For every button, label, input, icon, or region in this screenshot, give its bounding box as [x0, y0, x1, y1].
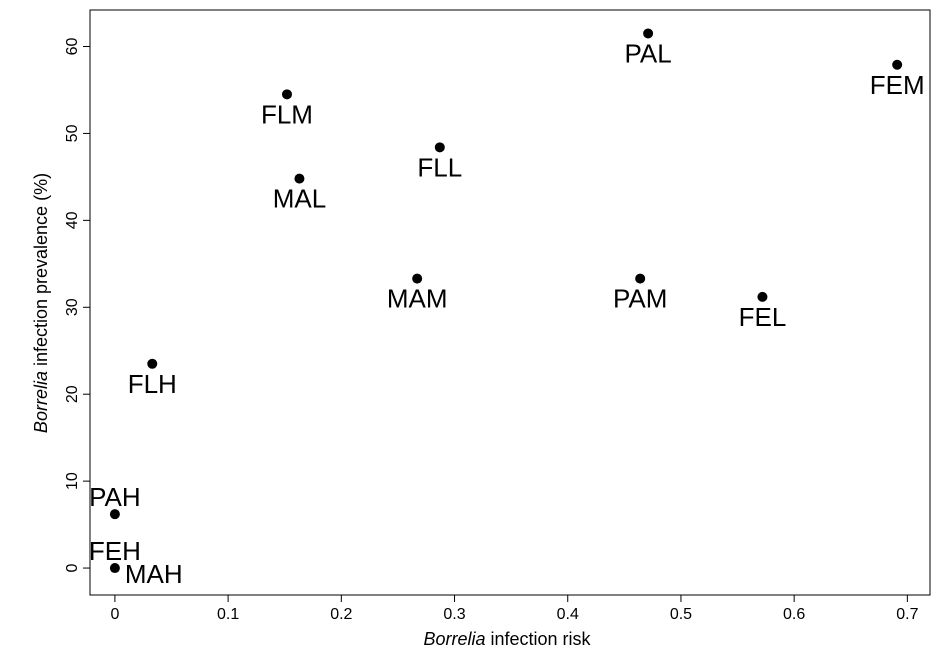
y-axis-title-rest: infection prevalence (%) [31, 173, 51, 371]
y-tick-label: 40 [64, 211, 81, 229]
x-tick-label: 0.2 [330, 606, 352, 623]
x-tick-label: 0.7 [896, 606, 918, 623]
data-point [147, 358, 158, 369]
y-tick-label: 30 [64, 298, 81, 316]
point-label: PAH [89, 482, 141, 512]
data-point [109, 563, 120, 574]
point-label: PAM [613, 284, 667, 314]
point-label: FLH [128, 369, 177, 399]
data-point [643, 28, 654, 39]
data-points [109, 28, 903, 574]
data-point [635, 273, 646, 284]
y-axis-title-italic: Borrelia [31, 371, 51, 433]
point-label: FEH [89, 536, 141, 566]
data-point [757, 291, 768, 302]
point-label: MAH [125, 559, 183, 589]
x-tick-label: 0.3 [443, 606, 465, 623]
y-tick-label: 60 [64, 38, 81, 56]
x-tick-label: 0.4 [557, 606, 579, 623]
x-axis-title-italic: Borrelia [423, 629, 485, 649]
point-label: PAL [625, 38, 672, 68]
data-point [892, 59, 903, 70]
data-point [412, 273, 423, 284]
point-label: MAL [273, 184, 326, 214]
data-point [434, 142, 445, 153]
point-label: FEM [870, 70, 925, 100]
x-tick-label: 0.6 [783, 606, 805, 623]
y-axis: 0 10 20 30 40 50 60 [64, 38, 90, 573]
y-tick-label: 0 [64, 564, 81, 573]
y-axis-title: Borrelia infection prevalence (%) [31, 173, 51, 433]
data-point [109, 509, 120, 520]
x-axis: 0 0.1 0.2 0.3 0.4 0.5 0.6 0.7 [110, 595, 919, 623]
x-tick-label: 0.5 [670, 606, 692, 623]
point-label: FLL [417, 152, 462, 182]
point-label: MAM [387, 284, 448, 314]
y-tick-label: 10 [64, 472, 81, 490]
y-tick-label: 50 [64, 124, 81, 142]
point-label: FLM [261, 99, 313, 129]
x-axis-title: Borrelia infection risk [423, 629, 591, 649]
x-axis-title-rest: infection risk [485, 629, 591, 649]
data-point [294, 173, 305, 184]
y-tick-label: 20 [64, 385, 81, 403]
data-point [281, 89, 292, 100]
x-tick-label: 0 [110, 606, 119, 623]
point-label: FEL [739, 302, 787, 332]
x-tick-label: 0.1 [217, 606, 239, 623]
plot-frame [89, 9, 931, 596]
